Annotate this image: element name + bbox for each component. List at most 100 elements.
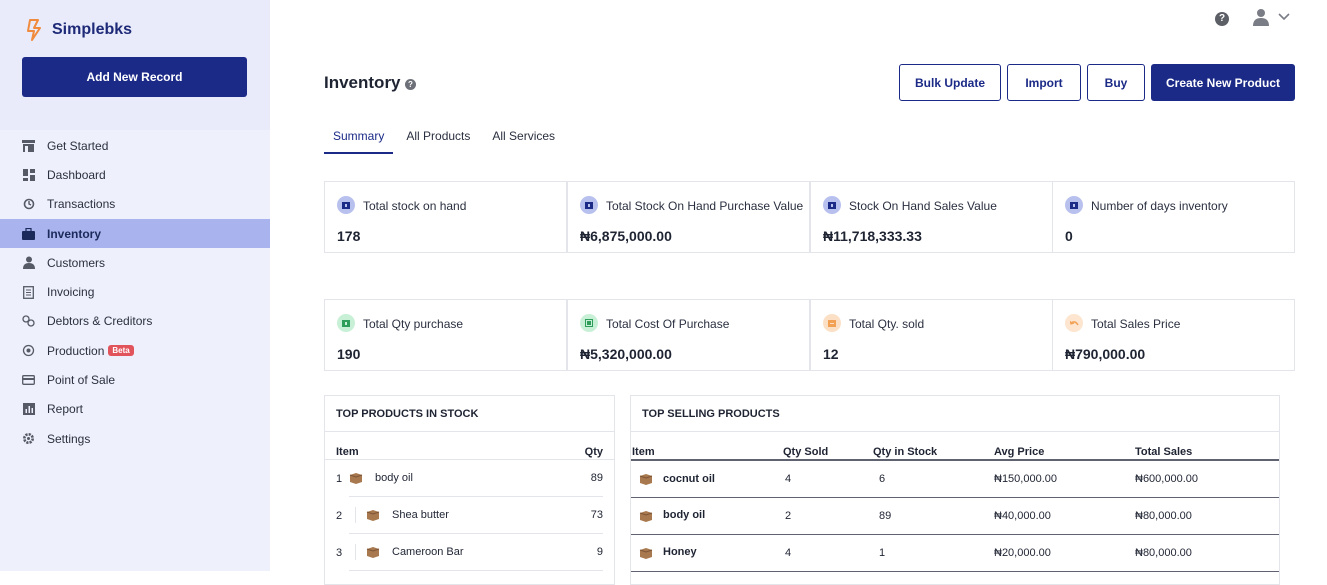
stat-label: Stock On Hand Sales Value: [849, 199, 997, 213]
column-header-qty: Qty: [584, 446, 603, 458]
table-row[interactable]: 1 body oil 89: [325, 460, 614, 497]
sidebar-item-customers[interactable]: Customers: [0, 248, 270, 277]
total-sales: ₦80,000.00: [1135, 497, 1279, 535]
stat-value: 190: [337, 346, 361, 362]
product-name: Shea butter: [392, 509, 449, 521]
avg-price: ₦20,000.00: [994, 534, 1135, 572]
sidebar-item-settings[interactable]: Settings: [0, 424, 270, 453]
receipt-icon: [580, 314, 598, 332]
stat-card: Total Cost Of Purchase ₦5,320,000.00: [567, 299, 810, 371]
sidebar-item-get-started[interactable]: Get Started: [0, 131, 270, 160]
sidebar-item-label: Customers: [47, 255, 106, 270]
stat-value: 0: [1065, 228, 1073, 244]
tab-all-products[interactable]: All Products: [406, 129, 471, 143]
sidebar-item-invoicing[interactable]: Invoicing: [0, 277, 270, 306]
sidebar-item-report[interactable]: Report: [0, 395, 270, 424]
column-header-avg-price: Avg Price: [994, 432, 1135, 461]
create-new-product-button[interactable]: Create New Product: [1151, 64, 1295, 101]
help-icon[interactable]: ?: [1215, 12, 1229, 26]
stat-card: Stock On Hand Sales Value ₦11,718,333.33: [810, 181, 1053, 253]
product-name: Cameroon Bar: [392, 546, 464, 558]
table-row[interactable]: 2 Shea butter 73: [325, 497, 614, 534]
sidebar-nav: Get Started Dashboard Transactions Inven…: [0, 131, 270, 453]
sidebar-item-dashboard[interactable]: Dashboard: [0, 160, 270, 189]
column-header-total-sales: Total Sales: [1135, 432, 1279, 461]
box-icon: [639, 510, 653, 522]
logo-icon: [27, 19, 41, 41]
sidebar-item-label: Transactions: [47, 197, 116, 212]
sidebar-item-point-of-sale[interactable]: Point of Sale: [0, 365, 270, 394]
total-sales: ₦600,000.00: [1135, 460, 1279, 498]
money-icon: [337, 196, 355, 214]
store-icon: [22, 139, 35, 152]
stat-label: Total stock on hand: [363, 199, 467, 213]
sidebar-item-inventory[interactable]: Inventory: [0, 218, 270, 249]
sidebar-item-label: Invoicing: [47, 285, 95, 300]
report-icon: [22, 403, 35, 416]
add-new-record-button[interactable]: Add New Record: [22, 57, 247, 97]
title-help-icon[interactable]: ?: [405, 79, 416, 90]
stat-card: Number of days inventory 0: [1052, 181, 1295, 253]
stat-card: Total Qty purchase 190: [324, 299, 567, 371]
sidebar-item-label: Production: [47, 343, 105, 358]
tab-summary[interactable]: Summary: [324, 122, 394, 154]
stat-value: 178: [337, 228, 361, 244]
table-row[interactable]: cocnut oil 4 6 ₦150,000.00 ₦600,000.00: [631, 460, 1279, 498]
box-icon: [349, 473, 363, 484]
table-row[interactable]: Honey 4 1 ₦20,000.00 ₦80,000.00: [631, 534, 1279, 572]
gear-icon: [22, 432, 35, 445]
stat-label: Total Sales Price: [1091, 317, 1181, 331]
buy-button[interactable]: Buy: [1087, 64, 1145, 101]
sidebar-item-label: Report: [47, 402, 84, 417]
card-icon: [22, 374, 35, 387]
inventory-tabs: Summary All Products All Services: [324, 122, 568, 154]
row-index: 1: [336, 472, 343, 485]
invoice-icon: [22, 285, 35, 299]
box-icon: [639, 547, 653, 559]
product-qty: 73: [590, 509, 603, 521]
chevron-down-icon: [1278, 13, 1290, 21]
user-menu[interactable]: [1252, 8, 1292, 30]
column-header-item: Item: [336, 446, 359, 458]
stat-value: ₦790,000.00: [1065, 346, 1146, 362]
beta-badge: Beta: [108, 345, 134, 357]
qty-sold: 4: [783, 534, 873, 572]
table-row[interactable]: 3 Cameroon Bar 9: [325, 534, 614, 571]
sidebar-item-label: Settings: [47, 431, 91, 446]
stat-card: Total Qty. sold 12: [810, 299, 1053, 371]
page-title: Inventory: [324, 73, 401, 92]
app-logo[interactable]: Simplebks: [24, 18, 132, 42]
column-header-qty-in-stock: Qty in Stock: [873, 432, 994, 461]
stat-card: Total Stock On Hand Purchase Value ₦6,87…: [567, 181, 810, 253]
app-name: Simplebks: [52, 21, 133, 38]
stat-label: Total Qty. sold: [849, 317, 925, 331]
table-row[interactable]: body oil 2 89 ₦40,000.00 ₦80,000.00: [631, 497, 1279, 535]
stat-label: Number of days inventory: [1091, 199, 1228, 213]
top-selling-table: Item Qty Sold Qty in Stock Avg Price Tot…: [631, 432, 1279, 572]
sidebar-item-transactions[interactable]: Transactions: [0, 190, 270, 219]
top-selling-products-panel: TOP SELLING PRODUCTS Item Qty Sold Qty i…: [630, 395, 1280, 585]
column-header-item: Item: [631, 432, 783, 461]
sidebar-item-label: Debtors & Creditors: [47, 314, 153, 329]
total-sales: ₦80,000.00: [1135, 534, 1279, 572]
table-header: Item Qty: [325, 432, 614, 460]
tab-all-services[interactable]: All Services: [492, 129, 556, 143]
stat-value: ₦11,718,333.33: [823, 228, 922, 244]
sidebar-item-label: Inventory: [47, 226, 102, 241]
qty-sold: 4: [783, 460, 873, 498]
sidebar-item-production[interactable]: Production Beta: [0, 336, 270, 365]
undo-icon: [1065, 314, 1083, 332]
stat-value: 12: [823, 346, 839, 362]
stat-label: Total Cost Of Purchase: [606, 317, 730, 331]
product-name: cocnut oil: [663, 472, 715, 485]
sidebar-item-debtors-creditors[interactable]: Debtors & Creditors: [0, 307, 270, 336]
user-avatar-icon: [1253, 9, 1269, 26]
row-index: 3: [336, 546, 343, 559]
qty-sold: 2: [783, 497, 873, 535]
sidebar-item-label: Dashboard: [47, 167, 106, 182]
dashboard-icon: [22, 168, 35, 181]
avg-price: ₦40,000.00: [994, 497, 1135, 535]
cash-icon: [337, 314, 355, 332]
import-button[interactable]: Import: [1007, 64, 1081, 101]
bulk-update-button[interactable]: Bulk Update: [899, 64, 1001, 101]
